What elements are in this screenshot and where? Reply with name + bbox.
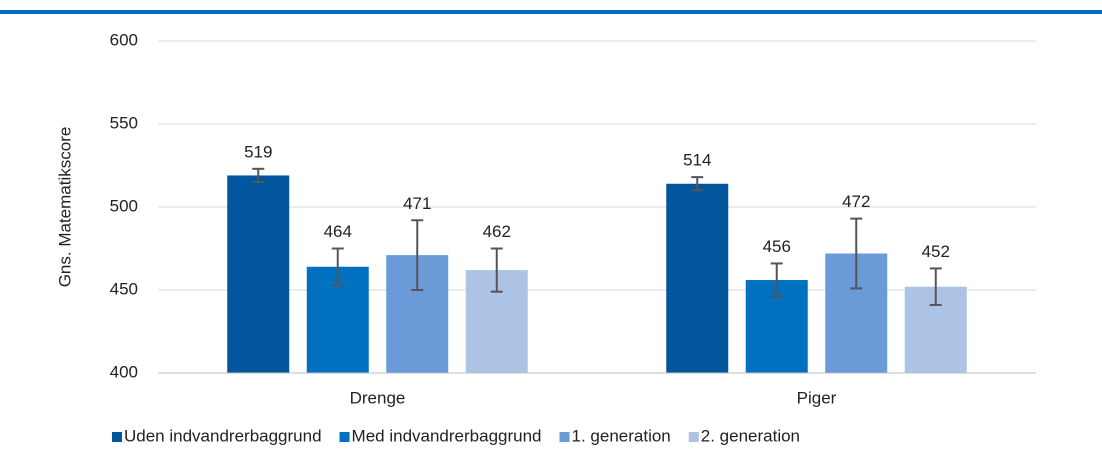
data-label: 464 (324, 222, 352, 241)
legend-label: 2. generation (701, 426, 800, 445)
y-tick-label: 550 (110, 113, 138, 132)
data-label: 456 (763, 237, 791, 256)
data-label: 462 (483, 222, 511, 241)
x-tick-label: Drenge (350, 388, 406, 407)
legend-swatch (339, 432, 350, 442)
legend-swatch (688, 432, 699, 442)
legend-label: 1. generation (572, 426, 671, 445)
legend-label: Med indvandrerbaggrund (352, 426, 542, 445)
bar (666, 183, 729, 373)
y-axis-label: Gns. Matematikscore (55, 127, 74, 288)
y-tick-label: 600 (110, 30, 138, 49)
data-label: 452 (922, 242, 950, 261)
y-tick-label: 400 (110, 362, 138, 381)
data-label: 514 (683, 151, 711, 170)
top-rule (0, 10, 1102, 14)
bar (227, 175, 290, 373)
data-label: 471 (403, 194, 431, 213)
data-label: 519 (244, 142, 272, 161)
y-tick-label: 450 (110, 279, 138, 298)
legend-swatch (559, 432, 570, 442)
x-tick-label: Piger (797, 388, 837, 407)
data-label: 472 (842, 192, 870, 211)
legend-label: Uden indvandrerbaggrund (124, 426, 322, 445)
y-tick-label: 500 (110, 196, 138, 215)
legend-swatch (112, 432, 122, 442)
